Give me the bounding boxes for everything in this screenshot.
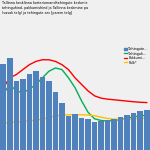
Bar — [137, 111, 143, 150]
Bar — [66, 116, 71, 150]
Text: Tallinna kesklinna korteriomanditehingute keskmie
tehinguhind, pakkumishind ja T: Tallinna kesklinna korteriomanditehingut… — [2, 1, 88, 15]
Bar — [118, 117, 123, 150]
Bar — [131, 113, 136, 150]
Bar — [105, 120, 110, 150]
Bar — [53, 92, 58, 150]
Bar — [72, 114, 78, 150]
Bar — [85, 119, 91, 150]
Bar — [0, 64, 6, 150]
Bar — [14, 81, 19, 150]
Bar — [33, 71, 39, 150]
Bar — [111, 119, 117, 150]
Bar — [40, 77, 45, 150]
Bar — [46, 81, 52, 150]
Legend: Tehingute..., Tehinguh..., Pakkumi..., Palk*: Tehingute..., Tehinguh..., Pakkumi..., P… — [124, 47, 148, 65]
Bar — [144, 110, 150, 150]
Bar — [20, 79, 26, 150]
Bar — [7, 58, 13, 150]
Bar — [92, 122, 97, 150]
Bar — [27, 74, 32, 150]
Bar — [98, 121, 104, 150]
Bar — [79, 118, 84, 150]
Bar — [59, 103, 65, 150]
Bar — [124, 115, 130, 150]
